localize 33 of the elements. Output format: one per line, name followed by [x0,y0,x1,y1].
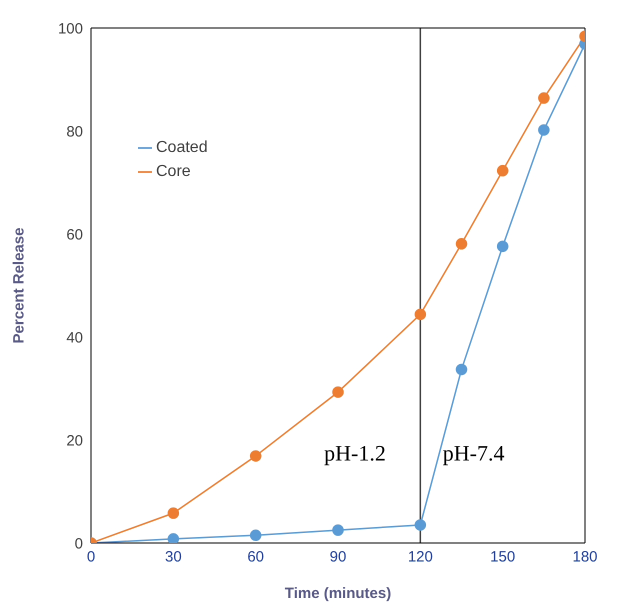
y-tick-label: 60 [66,226,83,244]
point [414,519,426,531]
legend-label: Coated [156,139,208,156]
point [168,507,180,519]
x-tick-label: 180 [572,548,598,566]
point [332,524,344,536]
x-tick-label: 60 [247,548,264,566]
x-tick-label: 0 [86,548,96,566]
point [250,450,262,462]
legend-label: Core [156,163,191,180]
x-axis-title: Time (minutes) [284,585,392,602]
y-tick-label: 80 [66,123,83,140]
point [250,530,262,542]
x-tick-label: 30 [164,548,182,566]
y-tick-label: 0 [74,535,83,552]
annotation: pH-1.2 [324,440,386,466]
y-tick-label: 40 [66,329,83,346]
x-tick-label: 150 [490,548,516,566]
point [414,308,426,320]
point [538,92,550,104]
point [496,164,508,176]
annotation: pH-7.4 [442,440,504,466]
y-tick-label: 20 [66,432,83,450]
point [168,533,180,543]
point [456,364,468,376]
y-tick-label: 100 [58,20,83,38]
point [496,240,508,252]
point [332,386,344,398]
y-axis-title: Percent Release [10,228,28,344]
x-tick-label: 90 [330,548,346,566]
x-tick-label: 120 [408,548,433,566]
point [538,124,550,136]
point [456,238,468,250]
